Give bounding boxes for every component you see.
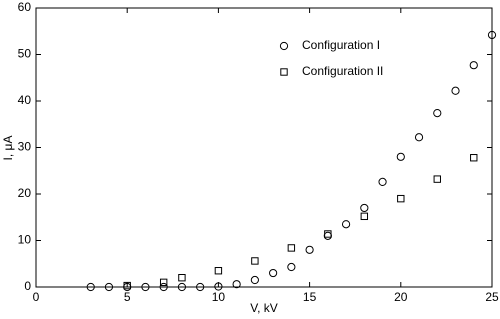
data-point <box>397 194 405 203</box>
data-point <box>159 282 168 292</box>
y-tick-label: 40 <box>18 93 32 107</box>
data-point <box>360 203 369 213</box>
data-point <box>341 220 351 229</box>
y-tick-label: 10 <box>18 233 32 247</box>
data-point <box>469 61 478 70</box>
data-point <box>177 282 187 292</box>
data-point <box>487 30 497 40</box>
data-point <box>104 282 114 292</box>
data-point <box>123 281 131 290</box>
data-point <box>396 152 405 161</box>
x-tick-label: 10 <box>212 290 226 304</box>
x-tick-label: 15 <box>303 290 317 304</box>
data-point <box>470 154 478 162</box>
data-point <box>360 212 369 221</box>
legend-marker <box>279 41 289 51</box>
legend-label: Configuration II <box>302 64 383 78</box>
plot-frame <box>35 7 493 288</box>
data-point <box>323 231 332 240</box>
data-point <box>324 230 332 238</box>
y-tick-label: 30 <box>18 140 32 154</box>
x-tick-label: 20 <box>394 290 408 304</box>
data-point <box>414 133 424 142</box>
data-point <box>251 257 259 265</box>
data-point <box>269 268 278 278</box>
data-point <box>378 177 387 187</box>
legend-label: Configuration I <box>302 38 380 52</box>
data-point <box>287 244 296 252</box>
y-tick-label: 20 <box>18 186 32 200</box>
y-tick-label: 0 <box>24 279 31 293</box>
y-tick-label: 50 <box>18 47 32 61</box>
x-tick-label: 5 <box>124 290 131 304</box>
data-point <box>232 280 241 289</box>
data-point <box>287 262 296 272</box>
data-point <box>86 282 95 292</box>
data-point <box>141 282 150 292</box>
legend-marker <box>280 68 288 76</box>
data-point <box>250 275 259 285</box>
data-point <box>159 278 168 287</box>
data-point <box>178 274 186 282</box>
x-axis-label: V, kV <box>250 301 278 315</box>
data-point <box>305 245 314 254</box>
y-axis-label: I, μA <box>1 136 15 161</box>
data-point <box>196 282 205 292</box>
data-point <box>433 175 441 183</box>
x-tick-label: 25 <box>485 290 499 304</box>
data-point <box>451 86 460 95</box>
data-point <box>214 282 223 291</box>
data-point <box>433 108 442 118</box>
y-tick-label: 60 <box>18 0 32 14</box>
x-tick-label: 0 <box>33 290 40 304</box>
data-point <box>214 267 223 275</box>
